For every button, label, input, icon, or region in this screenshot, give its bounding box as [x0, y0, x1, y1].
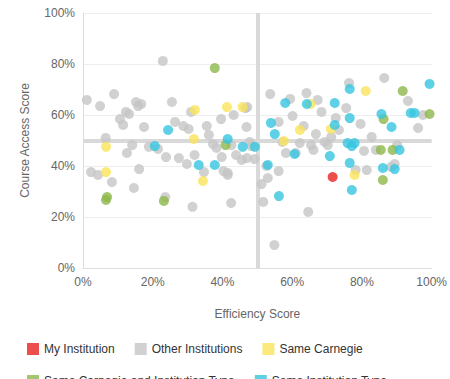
svg-text:100%: 100% — [416, 275, 447, 289]
svg-text:60%: 60% — [280, 275, 304, 289]
svg-text:60%: 60% — [51, 108, 75, 122]
svg-text:Course Access Score: Course Access Score — [18, 83, 32, 198]
svg-text:My Institution: My Institution — [44, 342, 115, 356]
svg-text:100%: 100% — [44, 6, 75, 20]
svg-text:0%: 0% — [74, 275, 92, 289]
svg-text:40%: 40% — [210, 275, 234, 289]
svg-text:Efficiency Score: Efficiency Score — [214, 307, 300, 321]
svg-text:Same Institution Type: Same Institution Type — [272, 374, 388, 379]
svg-text:80%: 80% — [51, 57, 75, 71]
svg-text:Same Carnegie and Institution: Same Carnegie and Institution Type — [44, 374, 235, 379]
svg-text:40%: 40% — [51, 159, 75, 173]
svg-text:80%: 80% — [350, 275, 374, 289]
svg-text:Same Carnegie: Same Carnegie — [279, 342, 363, 356]
svg-text:Other Institutions: Other Institutions — [152, 342, 243, 356]
svg-text:0%: 0% — [58, 261, 76, 275]
svg-text:20%: 20% — [51, 210, 75, 224]
svg-text:20%: 20% — [141, 275, 165, 289]
